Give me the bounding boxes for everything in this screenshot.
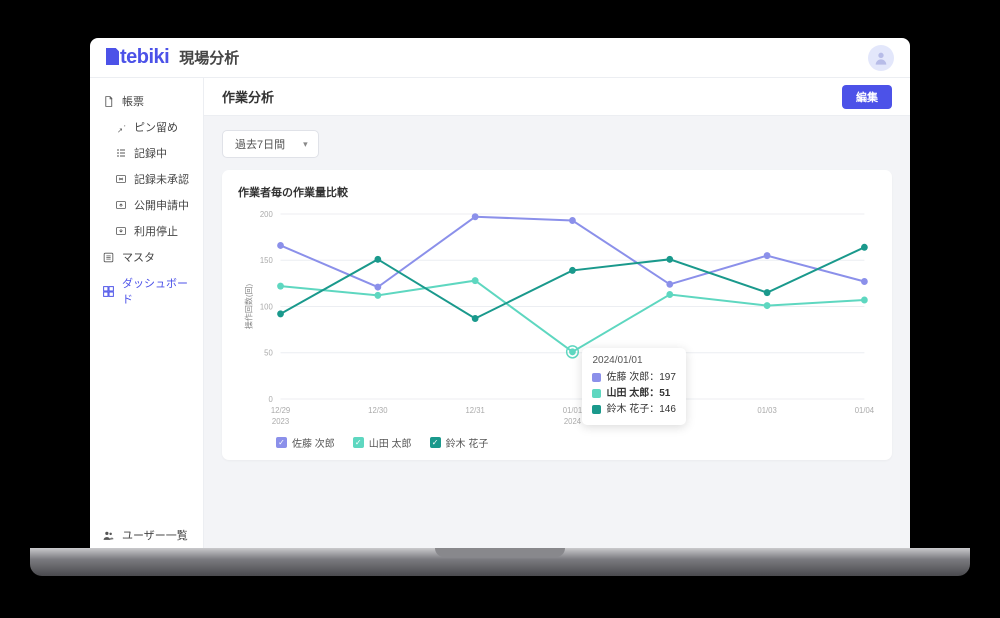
svg-text:2023: 2023: [272, 417, 290, 426]
sidebar-item-pinned[interactable]: ピン留め: [90, 114, 203, 140]
sidebar-item-label: ダッシュボード: [122, 275, 193, 307]
upload-box-icon: [114, 199, 127, 212]
legend-item[interactable]: ✓ 佐藤 次郎: [276, 435, 335, 450]
chart-card: 作業者毎の作業量比較 0 50 100 150 200 操作回数(回) 12/29 2023 1…: [222, 170, 892, 460]
svg-text:01/04: 01/04: [855, 406, 875, 415]
users-icon: [102, 529, 115, 542]
sidebar-item-recording[interactable]: 記録中: [90, 140, 203, 166]
sidebar-item-master[interactable]: マスタ: [90, 244, 203, 270]
period-select[interactable]: 過去7日間 ▾: [222, 130, 319, 158]
brand-subtitle: 現場分析: [179, 47, 239, 68]
sidebar-item-dashboard[interactable]: ダッシュボード: [90, 270, 203, 312]
sidebar-item-label: ピン留め: [134, 119, 178, 135]
topbar: tebiki 現場分析: [90, 38, 910, 78]
sidebar-item-label: 公開申請中: [134, 197, 189, 213]
tooltip-date: 2024/01/01: [592, 355, 675, 366]
line-chart: 0 50 100 150 200 操作回数(回) 12/29 2023 12/30 12/31 01…: [238, 206, 876, 431]
image-x-icon: [114, 173, 127, 186]
tooltip-swatch-icon: [592, 389, 601, 398]
sidebar-item-label: ユーザー一覧: [122, 527, 188, 543]
user-icon: [873, 50, 889, 66]
tooltip-row-label: 佐藤 次郎：197: [606, 370, 675, 386]
tooltip-row: 山田 太郎：51: [592, 386, 675, 402]
laptop-base: [30, 548, 970, 576]
legend-label: 鈴木 花子: [446, 435, 489, 450]
legend-item[interactable]: ✓ 山田 太郎: [353, 435, 412, 450]
laptop-notch: [435, 548, 565, 557]
page-title: 作業分析: [222, 87, 274, 106]
chart-title: 作業者毎の作業量比較: [238, 184, 876, 200]
tooltip-row-label: 山田 太郎：51: [606, 386, 670, 402]
dashboard-icon: [102, 285, 115, 298]
page-header: 作業分析 編集: [204, 78, 910, 116]
sidebar-item-label: 利用停止: [134, 223, 178, 239]
sidebar-item-publish-request[interactable]: 公開申請中: [90, 192, 203, 218]
sidebar-item-users[interactable]: ユーザー一覧: [90, 522, 203, 548]
chart-tooltip: 2024/01/01 佐藤 次郎：197山田 太郎：51鈴木 花子：146: [582, 348, 685, 425]
sidebar-item-suspended[interactable]: 利用停止: [90, 218, 203, 244]
list-icon: [102, 251, 115, 264]
sidebar-item-label: 記録未承認: [134, 171, 189, 187]
edit-button[interactable]: 編集: [842, 85, 892, 109]
legend-checkbox-icon: ✓: [430, 437, 441, 448]
sidebar: 帳票 ピン留め 記録中 記録未承認 公開申請中: [90, 78, 204, 558]
svg-text:12/30: 12/30: [368, 406, 388, 415]
svg-text:2024: 2024: [564, 417, 582, 426]
tooltip-row: 鈴木 花子：146: [592, 402, 675, 418]
svg-text:200: 200: [260, 210, 274, 219]
legend-checkbox-icon: ✓: [276, 437, 287, 448]
svg-text:0: 0: [268, 395, 273, 404]
avatar[interactable]: [868, 45, 894, 71]
legend-label: 佐藤 次郎: [292, 435, 335, 450]
tooltip-swatch-icon: [592, 373, 601, 382]
tooltip-swatch-icon: [592, 405, 601, 414]
brand-logo-icon: [106, 48, 119, 65]
chevron-down-icon: ▾: [303, 139, 308, 150]
svg-text:100: 100: [260, 302, 274, 311]
svg-text:操作回数(回): 操作回数(回): [244, 283, 254, 329]
sidebar-item-unapproved[interactable]: 記録未承認: [90, 166, 203, 192]
sidebar-item-label: マスタ: [122, 249, 155, 265]
legend-label: 山田 太郎: [369, 435, 412, 450]
list-check-icon: [114, 147, 127, 160]
svg-text:12/31: 12/31: [465, 406, 484, 415]
svg-text:150: 150: [260, 256, 274, 265]
period-select-value: 過去7日間: [235, 136, 285, 152]
svg-text:12/29: 12/29: [271, 406, 290, 415]
svg-text:01/03: 01/03: [757, 406, 777, 415]
sidebar-item-label: 帳票: [122, 93, 144, 109]
tooltip-row: 佐藤 次郎：197: [592, 370, 675, 386]
brand: tebiki 現場分析: [106, 46, 239, 69]
brand-logo: tebiki: [106, 46, 169, 69]
pin-icon: [114, 121, 127, 134]
sidebar-item-label: 記録中: [134, 145, 167, 161]
main: 作業分析 編集 過去7日間 ▾ 作業者毎の作業量比較 0 50 100 150 200 操…: [204, 78, 910, 558]
legend-checkbox-icon: ✓: [353, 437, 364, 448]
chart-legend: ✓ 佐藤 次郎 ✓ 山田 太郎 ✓ 鈴木 花子: [238, 435, 876, 450]
document-icon: [102, 95, 115, 108]
legend-item[interactable]: ✓ 鈴木 花子: [430, 435, 489, 450]
sidebar-item-forms[interactable]: 帳票: [90, 88, 203, 114]
tooltip-row-label: 鈴木 花子：146: [606, 402, 675, 418]
download-box-icon: [114, 225, 127, 238]
svg-text:01/01: 01/01: [563, 406, 582, 415]
svg-text:50: 50: [264, 349, 273, 358]
